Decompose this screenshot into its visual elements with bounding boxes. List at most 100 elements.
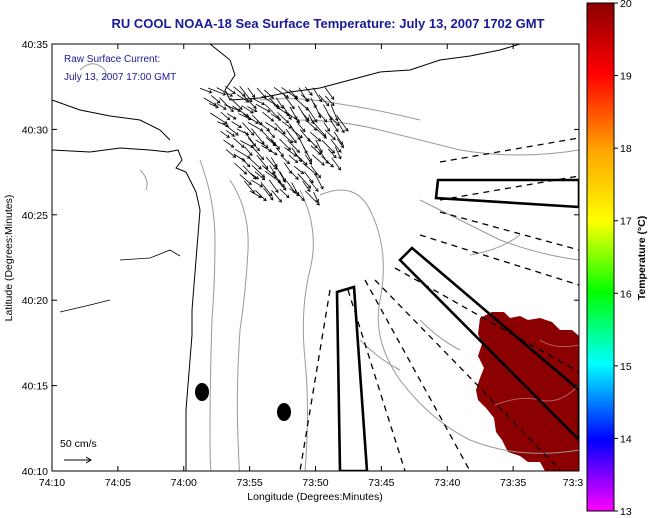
current-vector — [223, 139, 234, 148]
annotation-line2: July 13, 2007 17:00 GMT — [64, 72, 176, 83]
current-vector — [244, 180, 255, 194]
current-vector — [282, 104, 292, 120]
current-vector-head — [299, 134, 303, 139]
current-vector — [313, 103, 321, 118]
glider-track-boxes — [335, 178, 579, 471]
current-vector — [314, 173, 324, 190]
current-vector-head — [315, 188, 319, 192]
current-vector — [262, 111, 274, 122]
current-vector — [280, 155, 290, 164]
current-vector — [241, 157, 251, 168]
current-vector — [310, 145, 321, 155]
current-vector-head — [261, 101, 266, 106]
current-vector — [334, 146, 342, 160]
x-tick-label: 73:3 — [563, 477, 584, 489]
current-vector — [312, 154, 325, 166]
current-vector-head — [223, 120, 228, 125]
current-vector-head — [266, 109, 271, 113]
y-tick-label: 40:20 — [22, 295, 48, 307]
current-vector-field — [199, 85, 349, 206]
colorbar-tick-label: 20 — [620, 0, 632, 10]
current-vector-head — [232, 154, 237, 158]
current-vector — [336, 138, 344, 148]
current-vector-head — [241, 93, 246, 97]
current-vector-head — [259, 183, 264, 188]
current-vector — [287, 139, 300, 153]
current-vector — [294, 97, 309, 111]
current-vector — [264, 89, 274, 99]
scale-arrow — [64, 456, 92, 464]
x-axis-ticks: 74:10 74:05 74:00 73:55 73:50 73:45 73:40 73:35… — [39, 44, 584, 489]
current-vector — [303, 171, 314, 184]
current-vector-head — [317, 151, 322, 155]
sst-warm-patch — [476, 312, 579, 471]
current-vector-head — [294, 159, 299, 164]
current-vector-head — [216, 99, 221, 104]
current-vector-head — [251, 94, 256, 98]
current-vector-head — [249, 152, 253, 157]
current-vector — [230, 97, 243, 110]
current-vector — [279, 171, 286, 182]
current-vector — [324, 87, 335, 100]
current-vector — [261, 165, 277, 178]
current-vector — [225, 130, 235, 137]
current-vector-head — [285, 119, 290, 124]
current-vector-head — [337, 149, 342, 153]
current-vector — [265, 156, 277, 170]
current-vector — [252, 97, 265, 105]
current-vector — [254, 171, 265, 181]
current-vector-head — [248, 98, 253, 103]
y-axis-label: Latitude (Degrees:Minutes) — [3, 195, 15, 322]
current-vector — [251, 164, 265, 178]
current-vector — [295, 191, 305, 201]
current-vector — [324, 95, 335, 106]
current-vector — [330, 120, 339, 132]
current-vector — [250, 145, 264, 160]
current-vector-head — [268, 192, 273, 197]
current-vector-head — [238, 124, 242, 129]
current-vector — [316, 128, 327, 139]
current-vector-head — [287, 146, 292, 151]
current-vector-head — [245, 132, 250, 136]
current-vector-head — [314, 144, 318, 149]
current-vector-head — [286, 160, 290, 165]
current-vector-head — [288, 170, 292, 174]
current-vector-head — [335, 122, 340, 127]
y-tick-label: 40:35 — [22, 39, 48, 51]
current-vector — [199, 87, 212, 93]
current-vector — [265, 121, 278, 131]
current-vector-head — [308, 161, 312, 165]
current-vector-head — [293, 139, 297, 144]
y-axis-ticks: 40:35 40:30 40:25 40:20 40:15 40:10 — [22, 39, 579, 478]
current-vector — [324, 129, 336, 140]
current-vector-head — [255, 120, 259, 124]
current-vector — [304, 86, 313, 96]
x-axis-label: Longitude (Degrees:Minutes) — [247, 491, 382, 503]
current-vector-head — [309, 92, 313, 96]
x-tick-label: 74:10 — [39, 477, 65, 489]
current-vector — [337, 121, 345, 133]
current-vector — [300, 94, 310, 102]
current-vector — [303, 146, 312, 162]
current-vector — [219, 97, 234, 112]
current-vector-head — [288, 125, 292, 129]
current-vector-head — [332, 136, 336, 141]
current-vector-head — [335, 128, 339, 133]
current-vector-head — [316, 201, 320, 206]
current-vector — [243, 113, 259, 124]
current-vector — [241, 122, 255, 136]
y-tick-label: 40:15 — [22, 381, 48, 393]
current-vector-head — [282, 186, 287, 191]
current-vector-head — [250, 144, 255, 149]
annotation-line1: Raw Surface Current: — [64, 54, 160, 65]
current-vector — [333, 131, 343, 145]
current-vector-head — [241, 144, 245, 148]
current-vector — [279, 138, 291, 151]
current-vector — [277, 180, 287, 191]
current-vector-head — [245, 99, 249, 103]
current-vector — [239, 174, 252, 185]
current-vector-head — [270, 118, 275, 122]
current-vector — [275, 164, 286, 183]
current-vector-head — [301, 197, 305, 202]
current-vector — [288, 154, 298, 163]
